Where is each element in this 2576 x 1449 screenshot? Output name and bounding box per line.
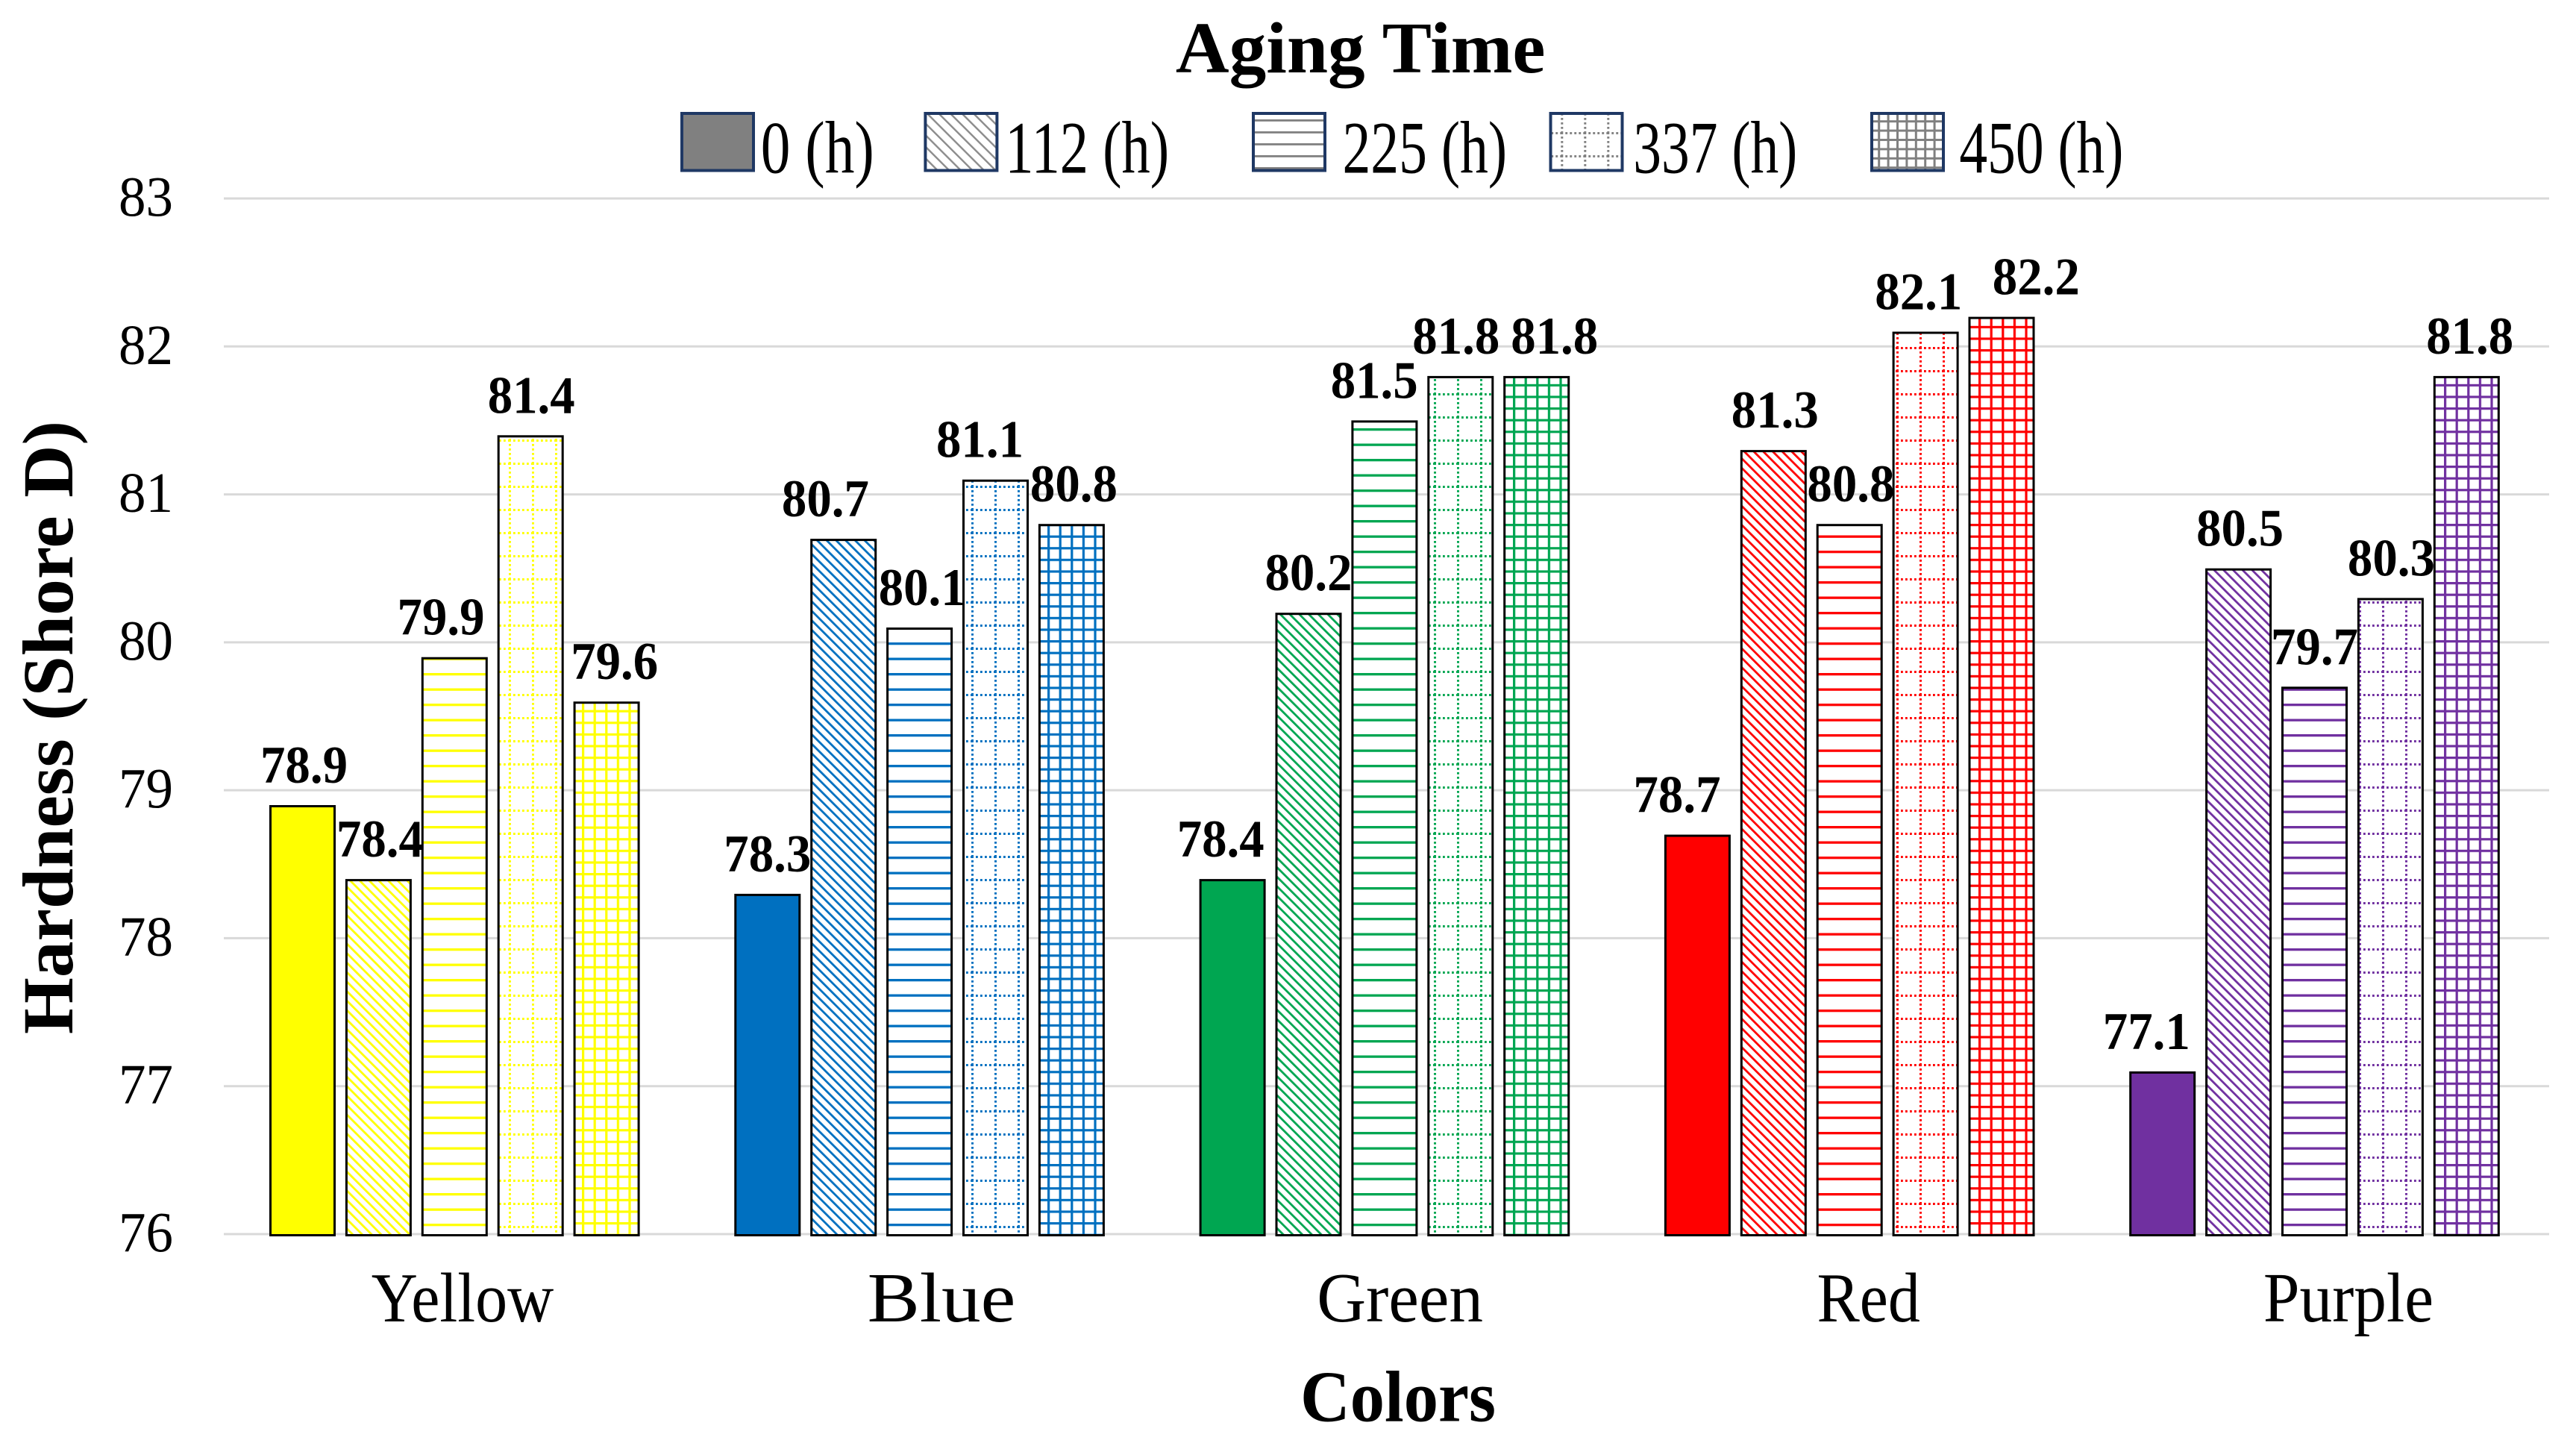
svg-text:82.1: 82.1 — [1875, 263, 1962, 322]
svg-text:82: 82 — [119, 314, 173, 377]
svg-text:78.4: 78.4 — [1177, 810, 1265, 869]
svg-text:80: 80 — [119, 610, 173, 672]
svg-text:81.8: 81.8 — [1412, 307, 1499, 366]
svg-text:77: 77 — [119, 1054, 173, 1116]
svg-text:112 (h): 112 (h) — [1005, 107, 1169, 190]
svg-text:83: 83 — [119, 166, 173, 229]
svg-text:82.2: 82.2 — [1993, 248, 2080, 307]
svg-text:78.4: 78.4 — [336, 810, 424, 869]
svg-text:79: 79 — [119, 758, 173, 821]
svg-text:450 (h): 450 (h) — [1959, 107, 2123, 190]
svg-text:80.2: 80.2 — [1265, 544, 1353, 602]
svg-text:81.1: 81.1 — [936, 411, 1024, 469]
svg-text:79.6: 79.6 — [571, 633, 658, 691]
svg-text:81.8: 81.8 — [2426, 307, 2513, 366]
svg-text:81.4: 81.4 — [488, 366, 575, 425]
svg-text:79.7: 79.7 — [2271, 618, 2358, 676]
svg-text:78.7: 78.7 — [1634, 766, 1721, 824]
svg-text:Purple: Purple — [2263, 1259, 2434, 1337]
svg-text:Colors: Colors — [1300, 1357, 1496, 1438]
svg-text:80.1: 80.1 — [879, 559, 966, 617]
svg-text:80.7: 80.7 — [782, 470, 869, 528]
svg-text:81.5: 81.5 — [1331, 351, 1418, 410]
svg-text:Green: Green — [1317, 1259, 1483, 1337]
svg-text:78.3: 78.3 — [724, 825, 811, 883]
svg-text:Red: Red — [1817, 1259, 1920, 1337]
svg-text:76: 76 — [119, 1202, 173, 1265]
svg-text:80.5: 80.5 — [2196, 500, 2284, 558]
svg-text:Hardness (Shore D): Hardness (Shore D) — [8, 421, 88, 1034]
svg-text:80.8: 80.8 — [1030, 455, 1118, 513]
svg-text:78: 78 — [119, 906, 173, 968]
svg-text:81: 81 — [119, 462, 173, 525]
svg-text:80.3: 80.3 — [2348, 529, 2435, 587]
svg-text:78.9: 78.9 — [260, 736, 348, 795]
svg-text:80.8: 80.8 — [1807, 455, 1894, 513]
svg-text:Aging Time: Aging Time — [1176, 8, 1546, 89]
svg-text:Yellow: Yellow — [372, 1259, 554, 1337]
svg-text:225 (h): 225 (h) — [1343, 107, 1508, 190]
svg-text:81.8: 81.8 — [1511, 307, 1598, 366]
svg-text:Blue: Blue — [868, 1259, 1016, 1337]
svg-text:337 (h): 337 (h) — [1633, 107, 1797, 190]
svg-text:0 (h): 0 (h) — [761, 107, 874, 190]
svg-text:81.3: 81.3 — [1732, 381, 1819, 439]
svg-text:77.1: 77.1 — [2103, 1003, 2190, 1061]
svg-text:79.9: 79.9 — [398, 589, 485, 647]
